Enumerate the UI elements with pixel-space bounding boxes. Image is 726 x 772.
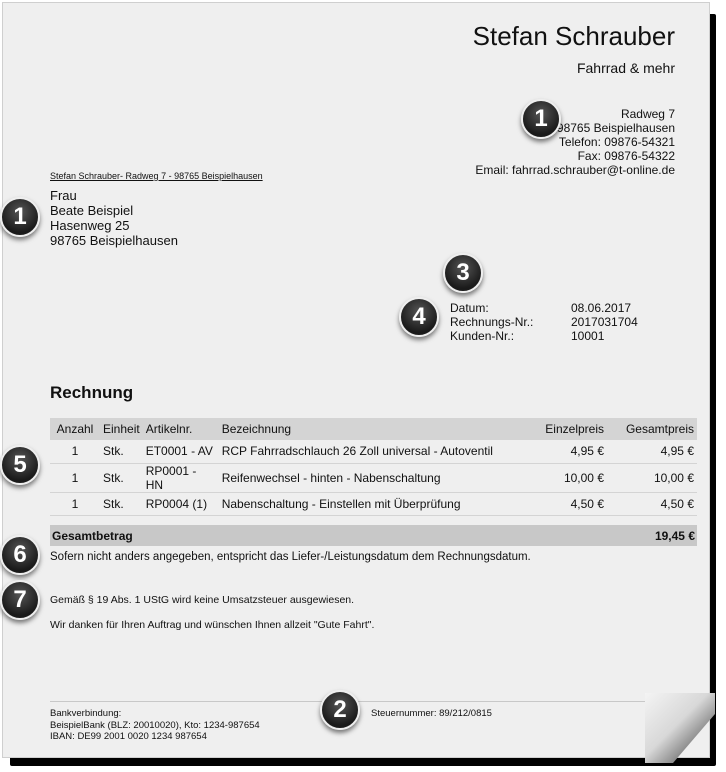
meta-customer-number: Kunden-Nr.: 10001 bbox=[450, 329, 638, 343]
table-cell: 4,95 € bbox=[607, 440, 697, 464]
recipient-address: Frau Beate Beispiel Hasenweg 25 98765 Be… bbox=[50, 188, 178, 248]
callout-badge-3: 3 bbox=[443, 253, 483, 293]
sender-phone: Telefon: 09876-54321 bbox=[558, 135, 675, 149]
bank-label: Bankverbindung: bbox=[50, 708, 122, 719]
table-row: 1 Stk. RP0004 (1) Nabenschaltung - Einstell… bbox=[50, 492, 697, 516]
table-cell: Stk. bbox=[100, 463, 143, 493]
table-cell: 1 bbox=[50, 463, 100, 493]
table-cell: 10,00 € bbox=[607, 463, 697, 493]
company-name: Stefan Schrauber bbox=[472, 21, 675, 51]
meta-value: 10001 bbox=[571, 329, 605, 343]
note-tax: Gemäß § 19 Abs. 1 UStG wird keine Umsatz… bbox=[50, 594, 355, 606]
sender-street: Radweg 7 bbox=[620, 107, 675, 121]
table-row: 1 Stk. RP0001 - HN Reifenwechsel - hinten -… bbox=[50, 463, 697, 493]
note-delivery-date: Sofern nicht anders angegeben, entsprich… bbox=[50, 551, 531, 563]
meta-date: Datum: 08.06.2017 bbox=[450, 301, 638, 315]
recipient-street: Hasenweg 25 bbox=[50, 218, 130, 233]
page-curl bbox=[645, 693, 715, 763]
table-cell: Stk. bbox=[100, 492, 143, 516]
table-cell: RP0004 (1) bbox=[142, 492, 219, 516]
table-cell: 10,00 € bbox=[527, 463, 607, 493]
recipient-name: Beate Beispiel bbox=[50, 203, 134, 218]
callout-badge-7: 7 bbox=[0, 580, 40, 620]
bank-details: BeispielBank (BLZ: 20010020), Kto: 1234-… bbox=[50, 719, 260, 731]
callout-badge-1: 1 bbox=[521, 99, 561, 139]
tax-number: Steuernummer: 89/212/0815 bbox=[371, 708, 492, 719]
total-label: Gesamtbetrag bbox=[52, 528, 133, 543]
table-cell: RCP Fahrradschlauch 26 Zoll universal - … bbox=[218, 440, 527, 464]
table-row: 1 Stk. ET0001 - AV RCP Fahrradschlauch 26 Z… bbox=[50, 440, 697, 464]
col-bezeichnung: Bezeichnung bbox=[218, 418, 527, 440]
table-cell: Stk. bbox=[100, 440, 143, 464]
recipient-salutation: Frau bbox=[50, 188, 77, 203]
meta-label: Datum: bbox=[450, 301, 489, 315]
callout-badge-2: 2 bbox=[320, 690, 360, 730]
company-tagline: Fahrrad & mehr bbox=[576, 60, 675, 76]
table-cell: 1 bbox=[50, 492, 100, 516]
sender-email: Email: fahrrad.schrauber@t-online.de bbox=[475, 163, 675, 177]
table-cell: ET0001 - AV bbox=[142, 440, 219, 464]
callout-badge-6: 6 bbox=[0, 535, 40, 575]
meta-value: 2017031704 bbox=[571, 315, 638, 329]
col-einheit: Einheit bbox=[100, 418, 143, 440]
table-cell: 4,50 € bbox=[527, 492, 607, 516]
return-address-line: Stefan Schrauber- Radweg 7 - 98765 Beisp… bbox=[50, 171, 263, 181]
meta-invoice-number: Rechnungs-Nr.: 2017031704 bbox=[450, 315, 638, 329]
col-einzelpreis: Einzelpreis bbox=[527, 418, 607, 440]
sender-fax: Fax: 09876-54322 bbox=[577, 149, 675, 163]
col-anzahl: Anzahl bbox=[50, 418, 100, 440]
callout-badge-4: 4 bbox=[399, 297, 439, 337]
invoice-meta: Datum: 08.06.2017 Rechnungs-Nr.: 201703170… bbox=[450, 301, 638, 343]
sender-address: Radweg 7 98765 Beispielhausen Telefon: 0… bbox=[475, 107, 675, 177]
table-cell: Nabenschaltung - Einstellen mit Überprüf… bbox=[218, 492, 527, 516]
footer: Bankverbindung: BeispielBank (BLZ: 20010… bbox=[50, 701, 695, 742]
col-artikelnr: Artikelnr. bbox=[142, 418, 219, 440]
col-gesamtpreis: Gesamtpreis bbox=[607, 418, 697, 440]
bank-iban: IBAN: DE99 2001 0020 1234 987654 bbox=[50, 731, 207, 742]
items-table: Anzahl Einheit Artikelnr. Bezeichnung Ei… bbox=[50, 418, 697, 516]
recipient-city: 98765 Beispielhausen bbox=[50, 233, 178, 248]
total-value: 19,45 € bbox=[654, 528, 695, 543]
invoice-page: Stefan Schrauber Fahrrad & mehr Radweg 7… bbox=[2, 2, 715, 763]
table-header: Anzahl Einheit Artikelnr. Bezeichnung Ei… bbox=[50, 418, 697, 440]
table-cell: 4,50 € bbox=[607, 492, 697, 516]
table-cell: 1 bbox=[50, 440, 100, 464]
document-heading: Rechnung bbox=[50, 383, 134, 402]
callout-badge-1b: 1 bbox=[0, 197, 40, 237]
table-cell: Reifenwechsel - hinten - Nabenschaltung bbox=[218, 463, 527, 493]
table-cell: RP0001 - HN bbox=[142, 463, 219, 493]
meta-value: 08.06.2017 bbox=[571, 301, 632, 315]
table-cell: 4,95 € bbox=[527, 440, 607, 464]
note-thanks: Wir danken für Ihren Auftrag und wünsche… bbox=[50, 619, 375, 631]
callout-badge-5: 5 bbox=[0, 445, 40, 485]
sender-city: 98765 Beispielhausen bbox=[556, 121, 675, 135]
total-row: Gesamtbetrag 19,45 € bbox=[50, 525, 697, 546]
meta-label: Rechnungs-Nr.: bbox=[450, 315, 534, 329]
meta-label: Kunden-Nr.: bbox=[450, 329, 515, 343]
